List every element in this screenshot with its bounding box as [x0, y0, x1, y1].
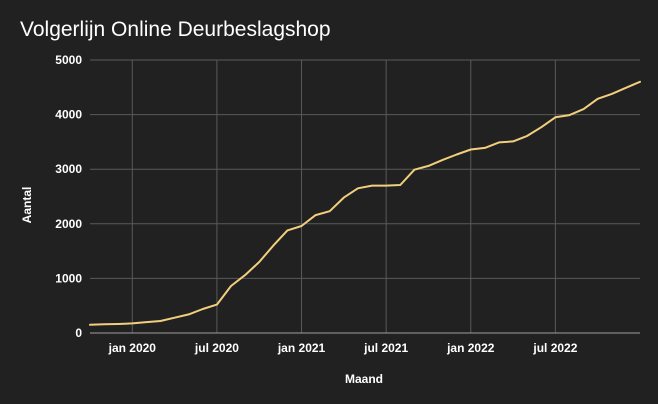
x-axis-label: Maand: [345, 372, 383, 386]
x-tick-labels: jan 2020 jul 2020 jan 2021 jul 2021 jan 2022…: [108, 341, 578, 355]
y-tick-label: 4000: [55, 108, 82, 122]
y-tick-label: 1000: [55, 271, 82, 285]
y-axis-label: Aantal: [20, 187, 34, 224]
x-tick-label: jul 2022: [532, 341, 577, 355]
x-tick-label: jul 2021: [363, 341, 408, 355]
y-tick-label: 5000: [55, 53, 82, 67]
chart-title: Volgerlijn Online Deurbeslagshop: [20, 18, 331, 41]
series-layer: [89, 80, 641, 326]
series-line-0: [89, 80, 641, 326]
y-tick-label: 3000: [55, 162, 82, 176]
y-tick-labels: 0 1000 2000 3000 4000 5000: [55, 53, 82, 340]
y-tick-label: 2000: [55, 217, 82, 231]
x-tick-label: jul 2020: [194, 341, 239, 355]
x-tick-label: jan 2021: [277, 341, 326, 355]
y-tick-label: 0: [75, 326, 82, 340]
x-tick-label: jan 2020: [108, 341, 157, 355]
x-tick-label: jan 2022: [446, 341, 495, 355]
gridlines: [90, 59, 640, 333]
